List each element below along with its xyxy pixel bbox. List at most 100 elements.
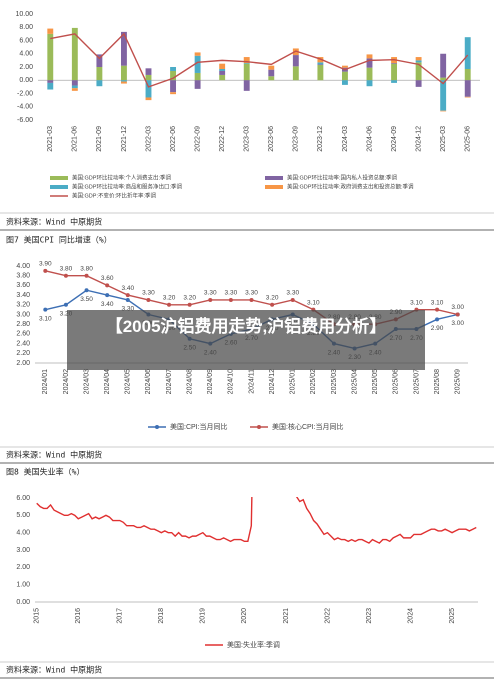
x-tick-label: 2025/07 [413, 369, 420, 394]
bar [47, 80, 54, 83]
data-label: 3.00 [451, 320, 464, 327]
bar [243, 63, 250, 81]
bar [243, 80, 250, 91]
bar [219, 70, 226, 75]
x-tick-label: 2024/07 [166, 369, 173, 394]
bar [391, 80, 398, 83]
data-label: 3.30 [121, 306, 134, 313]
bar [341, 71, 348, 81]
legend-label: 美国:GDP环比拉动率:国内私人投资总额:季调 [287, 173, 398, 181]
x-tick-label: 2024-09 [391, 126, 398, 152]
bar [317, 64, 324, 66]
x-tick-label: 2024/08 [186, 369, 193, 394]
bar [391, 63, 398, 81]
data-label: 3.10 [431, 299, 444, 306]
series-line [50, 32, 469, 88]
x-tick-label: 2021-12 [121, 126, 128, 152]
series-line [36, 497, 477, 544]
bar [120, 31, 127, 66]
point [249, 297, 254, 302]
data-label: 3.20 [163, 295, 176, 302]
x-tick-label: 2018 [158, 608, 165, 624]
bar [170, 80, 177, 93]
y-tick-label: 2.40 [16, 340, 30, 347]
data-label: 3.80 [80, 265, 93, 272]
x-tick-label: 2022-03 [145, 126, 152, 152]
data-label: 3.30 [204, 290, 217, 297]
y-tick-label: 10.00 [15, 11, 33, 18]
y-tick-label: 2.00 [19, 64, 33, 71]
bar [415, 57, 422, 61]
y-tick-label: 2.20 [16, 350, 30, 357]
y-tick-label: 0.00 [19, 77, 33, 84]
x-tick-label: 2024/09 [207, 369, 214, 394]
x-tick-label: 2024-12 [415, 126, 422, 152]
figure-title: 图8 美国失业率（%） [6, 467, 84, 477]
x-tick-label: 2017 [117, 608, 124, 624]
point [63, 302, 68, 307]
bar [341, 80, 348, 85]
bar [170, 67, 177, 71]
x-tick-label: 2025/03 [331, 369, 338, 394]
x-tick-label: 2025/06 [393, 369, 400, 394]
y-tick-label: 4.00 [16, 530, 30, 537]
bar [464, 80, 471, 97]
x-tick-label: 2024/01 [42, 369, 49, 394]
bar [440, 77, 447, 81]
bar [366, 80, 373, 87]
y-tick-label: -2.00 [17, 90, 33, 97]
bar [120, 81, 127, 84]
point [43, 268, 48, 273]
x-tick-label: 2023 [366, 608, 373, 624]
y-tick-label: 8.00 [19, 24, 33, 31]
x-tick-label: 2024/05 [125, 369, 132, 394]
point [435, 307, 440, 312]
x-tick-label: 2023-09 [293, 126, 300, 152]
bar [219, 68, 226, 71]
banner: 【2005沪铝费用走势,沪铝费用分析】 [67, 310, 425, 370]
bar [71, 80, 78, 86]
y-tick-label: 2.00 [16, 564, 30, 571]
y-tick-label: 5.00 [16, 512, 30, 519]
legend-swatch [265, 185, 283, 189]
x-tick-label: 2024/03 [83, 369, 90, 394]
x-tick-label: 2023-12 [317, 126, 324, 152]
bar [71, 88, 78, 91]
legend-label: 美国:GDP环比拉动率:个人消费支出:季调 [72, 173, 172, 181]
x-tick-label: 2021 [283, 608, 290, 624]
x-tick-label: 2024 [407, 608, 414, 624]
bar [268, 69, 275, 77]
x-tick-label: 2025-06 [465, 126, 472, 152]
point [167, 302, 172, 307]
data-label: 3.10 [307, 299, 320, 306]
legend-marker [257, 425, 261, 429]
y-tick-label: -6.00 [17, 117, 33, 124]
legend-marker [155, 425, 159, 429]
bar [317, 62, 324, 65]
bar [47, 33, 54, 81]
bar [440, 53, 447, 78]
data-label: 3.30 [286, 290, 299, 297]
figure-title: 图7 美国CPI 同比增速（%） [6, 235, 112, 245]
point [146, 297, 151, 302]
x-tick-label: 2025/05 [372, 369, 379, 394]
x-tick-label: 2025/01 [290, 369, 297, 394]
x-tick-label: 2024/10 [228, 369, 235, 394]
bar [292, 66, 299, 81]
x-tick-label: 2023-03 [244, 126, 251, 152]
x-tick-label: 2024-03 [342, 126, 349, 152]
point [105, 293, 110, 298]
point [84, 273, 89, 278]
bar [268, 76, 275, 81]
x-tick-label: 2025 [449, 608, 456, 624]
point [435, 317, 440, 322]
bar [170, 70, 177, 81]
bar [47, 82, 54, 90]
bar [96, 67, 103, 81]
data-label: 3.20 [266, 295, 279, 302]
x-tick-label: 2024/11 [248, 369, 255, 394]
bar [120, 80, 127, 82]
bar [415, 80, 422, 87]
bar [464, 68, 471, 81]
